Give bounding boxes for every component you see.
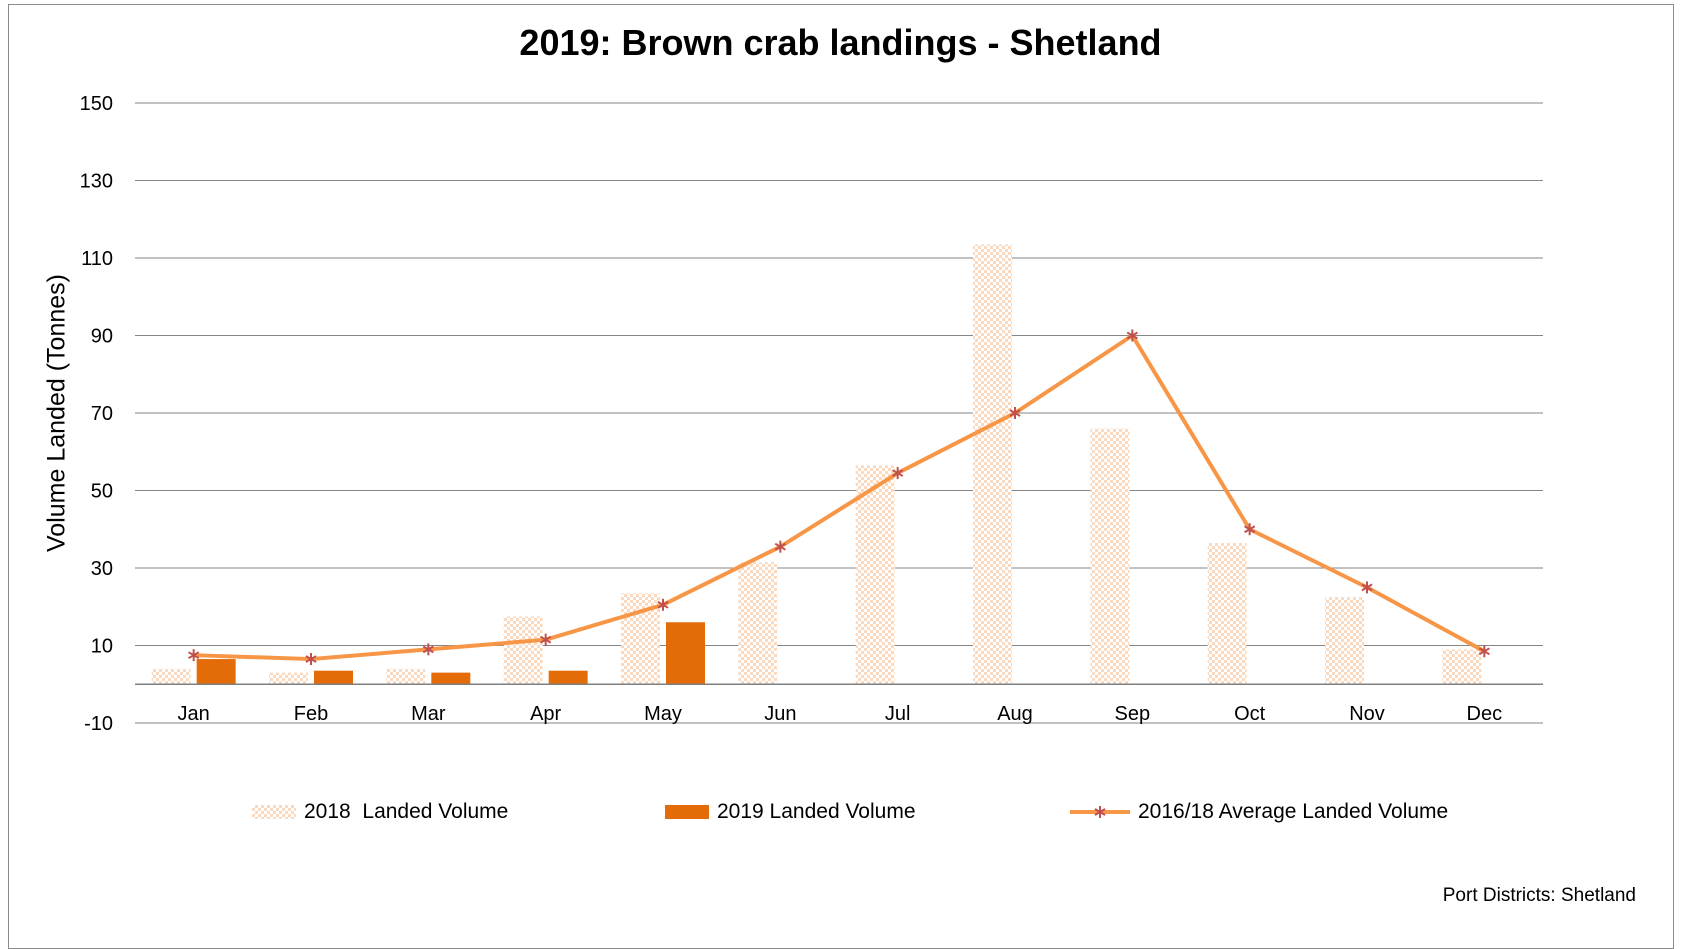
bar-2018 [269, 672, 308, 685]
bar-2019 [666, 622, 705, 685]
average-point [305, 653, 317, 666]
x-tick-label: Jan [178, 703, 210, 725]
x-tick-label: Aug [997, 703, 1033, 725]
average-line-path [193, 333, 1486, 662]
average-point [1244, 523, 1256, 536]
legend-label-2019: 2019 Landed Volume [717, 800, 916, 823]
bar-2018 [503, 616, 543, 685]
average-point [1009, 407, 1021, 419]
legend-item-2019: 2019 Landed Volume [665, 800, 916, 824]
average-point [1126, 329, 1138, 342]
y-tick-label: 90 [91, 326, 113, 348]
bar-2018 [855, 465, 895, 685]
chart-title: 2019: Brown crab landings - Shetland [519, 22, 1162, 63]
average-point [1361, 581, 1373, 594]
x-tick-label: Feb [294, 703, 328, 725]
bar-2018 [1090, 428, 1130, 685]
chart-frame [8, 4, 1674, 949]
bar-2019 [548, 670, 588, 685]
average-point [1478, 645, 1490, 658]
x-tick-label: Jul [885, 703, 911, 725]
bar-2018 [1325, 597, 1364, 685]
footer-note: Port Districts: Shetland [1442, 885, 1636, 906]
legend-item-2018: 2018 Landed Volume [252, 800, 508, 824]
bars [151, 244, 1482, 685]
bar-2019 [196, 659, 236, 685]
average-point [657, 598, 669, 611]
average-point [774, 540, 786, 553]
x-tick-label: Oct [1234, 703, 1266, 725]
legend-marker [1094, 806, 1106, 818]
average-point [892, 467, 904, 480]
average-point [540, 633, 552, 646]
legend-swatch-2019 [665, 805, 709, 819]
bar-2018 [386, 668, 426, 685]
bar-2018 [973, 244, 1012, 685]
y-tick-label: 30 [91, 558, 113, 580]
x-tick-label: Jun [764, 703, 796, 725]
legend: 2018 Landed Volume 2019 Landed Volume 20… [0, 800, 1681, 832]
legend-swatch-average [1070, 806, 1130, 818]
y-tick-label: 110 [81, 248, 113, 270]
bar-2018 [151, 668, 191, 685]
y-tick-label: 70 [91, 403, 113, 425]
average-point [188, 649, 200, 662]
bar-2018 [738, 562, 778, 685]
legend-item-average: 2016/18 Average Landed Volume [1070, 800, 1448, 824]
bar-2019 [431, 672, 471, 685]
y-tick-label: 50 [91, 481, 113, 503]
y-tick-label: -10 [84, 713, 113, 735]
x-tick-label: Nov [1349, 703, 1385, 725]
bar-2019 [314, 670, 353, 685]
legend-swatch-2018 [252, 805, 296, 819]
y-tick-label: 130 [80, 171, 113, 193]
x-tick-label: Sep [1115, 703, 1151, 725]
bar-2018 [1442, 649, 1482, 685]
y-tick-label: 150 [80, 93, 113, 115]
average-line [188, 329, 1490, 666]
bar-2018 [1207, 542, 1247, 685]
axes: 150 130 110 90 70 50 30 10 -10 Jan Feb Mar Apr May Jun… [80, 93, 1543, 735]
legend-label-2018: 2018 Landed Volume [304, 800, 509, 823]
legend-label-average: 2016/18 Average Landed Volume [1138, 800, 1449, 823]
x-tick-label: May [644, 703, 682, 725]
x-tick-label: Dec [1467, 703, 1503, 725]
gridlines [135, 102, 1543, 724]
x-tick-label: Mar [411, 703, 446, 725]
x-tick-label: Apr [530, 703, 561, 725]
y-tick-label: 10 [91, 636, 113, 658]
average-point [422, 643, 434, 656]
